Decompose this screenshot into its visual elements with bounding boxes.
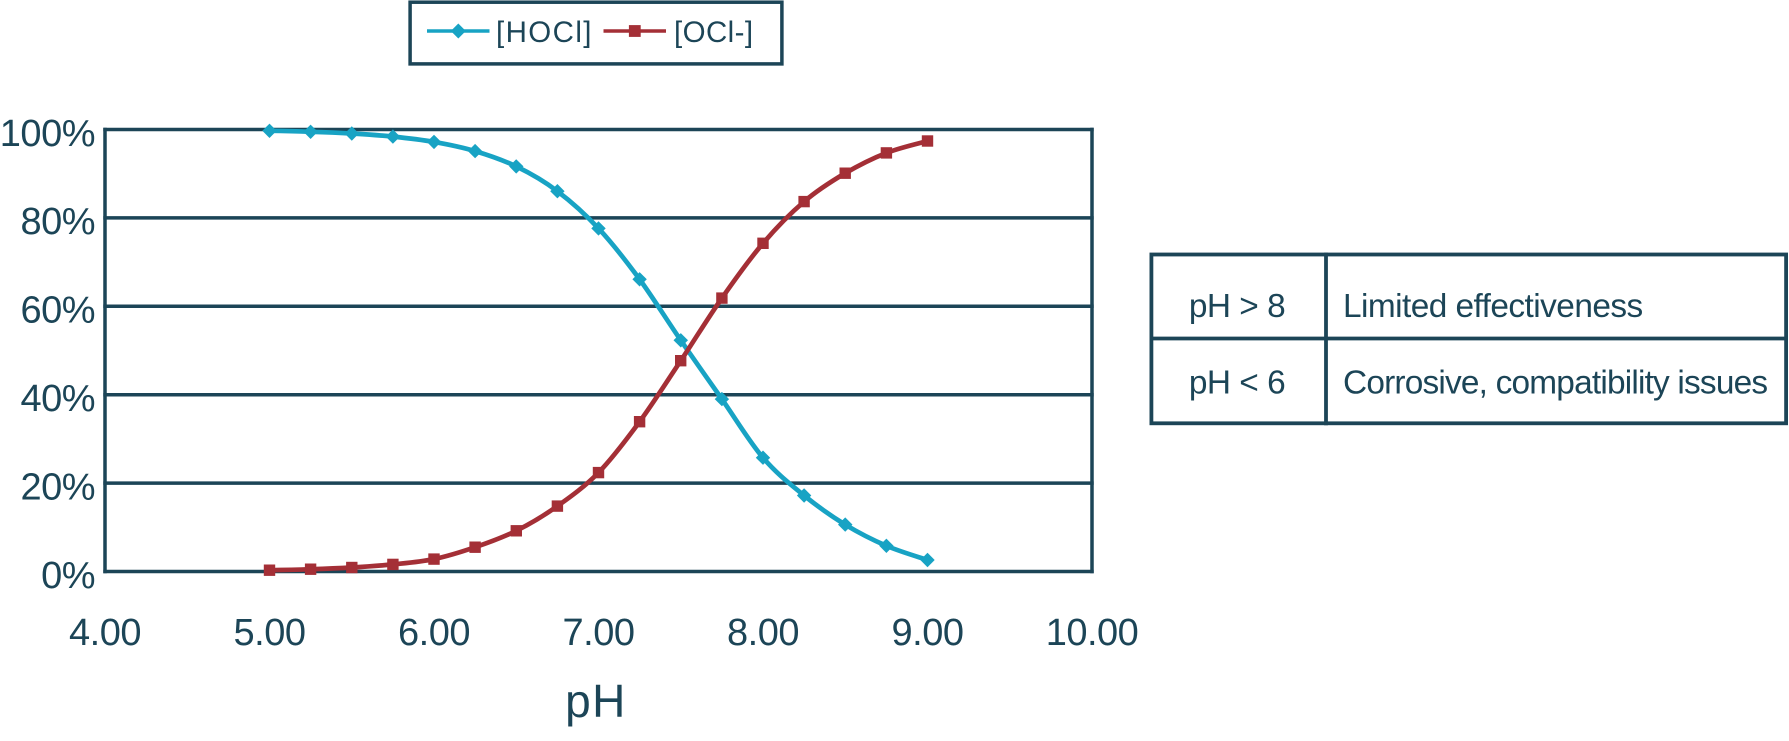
svg-text:40%: 40% (20, 378, 95, 420)
svg-text:10.00: 10.00 (1046, 612, 1139, 654)
svg-text:Limited effectiveness: Limited effectiveness (1343, 288, 1643, 325)
svg-text:4.00: 4.00 (69, 612, 141, 654)
svg-text:7.00: 7.00 (563, 612, 635, 654)
svg-text:pH < 6: pH < 6 (1189, 365, 1285, 402)
svg-text:60%: 60% (20, 290, 95, 332)
svg-text:20%: 20% (20, 466, 95, 508)
svg-text:80%: 80% (20, 201, 95, 243)
svg-text:Corrosive, compatibility issue: Corrosive, compatibility issues (1343, 365, 1767, 402)
svg-text:5.00: 5.00 (234, 612, 306, 654)
svg-text:8.00: 8.00 (727, 612, 799, 654)
svg-text:[OCl-]: [OCl-] (674, 16, 753, 49)
svg-text:pH: pH (565, 675, 627, 727)
svg-text:pH > 8: pH > 8 (1189, 288, 1285, 325)
svg-text:0%: 0% (41, 555, 95, 597)
svg-text:6.00: 6.00 (398, 612, 470, 654)
svg-text:100%: 100% (0, 113, 95, 155)
svg-text:[HOCl]: [HOCl] (496, 16, 593, 49)
svg-text:9.00: 9.00 (892, 612, 964, 654)
